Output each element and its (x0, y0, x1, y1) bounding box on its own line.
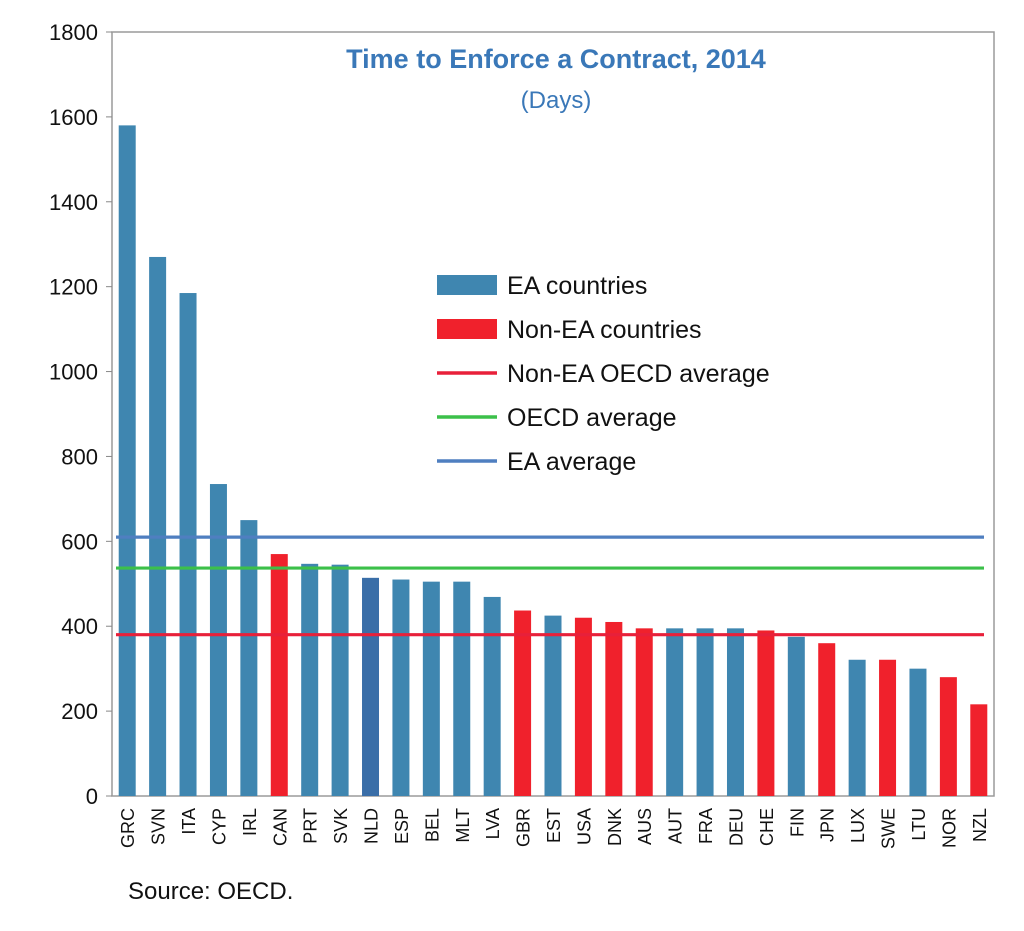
bar-fra (696, 628, 714, 796)
x-tick-label: GRC (118, 808, 138, 848)
reference-lines (116, 535, 984, 637)
y-tick-label: 800 (61, 444, 98, 469)
bar-che (757, 630, 775, 796)
bar-dnk (605, 621, 623, 796)
x-tick-label: NLD (362, 808, 382, 844)
bar-ltu (909, 668, 927, 796)
x-tick-label: DNK (605, 808, 625, 846)
bar-ita (179, 293, 197, 796)
x-tick-label: DEU (726, 808, 746, 846)
y-tick-label: 1800 (49, 20, 98, 45)
bar-nor (939, 677, 957, 796)
x-tick-label: FRA (696, 808, 716, 844)
bar-aus (635, 628, 653, 796)
y-tick-label: 1400 (49, 190, 98, 215)
legend-label: Non-EA countries (507, 316, 702, 344)
y-tick-label: 0 (86, 784, 98, 809)
bar-swe (879, 659, 897, 796)
bars (118, 125, 988, 796)
bar-irl (240, 520, 258, 796)
x-tick-label: NOR (939, 808, 959, 848)
bar-lva (483, 596, 501, 796)
bar-deu (726, 628, 744, 796)
legend-label: EA average (507, 448, 636, 476)
x-tick-label: AUS (635, 808, 655, 845)
source-note: Source: OECD. (128, 878, 293, 905)
y-tick-label: 600 (61, 529, 98, 554)
legend-swatch-non-ea-countries (437, 319, 497, 339)
x-tick-label: NZL (970, 808, 990, 842)
y-tick-label: 400 (61, 614, 98, 639)
bar-esp (392, 579, 410, 796)
bar-gbr (514, 610, 532, 796)
bar-lux (848, 659, 866, 796)
legend-label: EA countries (507, 272, 647, 300)
legend-label: OECD average (507, 404, 677, 432)
bar-cyp (209, 484, 227, 796)
bar-grc (118, 125, 136, 796)
x-tick-label: JPN (818, 808, 838, 842)
chart-title: Time to Enforce a Contract, 2014 (346, 44, 766, 74)
y-tick-label: 1600 (49, 105, 98, 130)
bar-usa (574, 617, 592, 796)
legend-label: Non-EA OECD average (507, 360, 770, 388)
x-tick-label: BEL (422, 808, 442, 842)
x-tick-label: CAN (270, 808, 290, 846)
y-tick-label: 1200 (49, 275, 98, 300)
x-tick-label: SVN (149, 808, 169, 845)
x-tick-label: LUX (848, 808, 868, 843)
x-tick-label: AUT (666, 808, 686, 844)
x-axis-ticks: GRC SVN ITA CYP IRL CAN PRT SVK NLD ESP BEL MLT LVA G… (118, 808, 990, 849)
x-tick-label: ITA (179, 808, 199, 835)
legend-swatch-ea-countries (437, 275, 497, 295)
bar-prt (301, 563, 319, 796)
x-tick-label: LVA (483, 808, 503, 839)
bar-svn (149, 256, 167, 796)
x-tick-label: ESP (392, 808, 412, 844)
x-tick-label: IRL (240, 808, 260, 836)
bar-svk (331, 564, 349, 796)
legend: EA countries Non-EA countries Non-EA OECD … (437, 272, 770, 476)
bar-fin (787, 636, 805, 796)
bar-can (270, 554, 288, 796)
x-tick-label: GBR (514, 808, 534, 847)
y-tick-label: 1000 (49, 360, 98, 385)
x-tick-label: MLT (453, 808, 473, 843)
x-tick-label: EST (544, 808, 564, 843)
bar-nld (362, 577, 380, 796)
bar-nzl (970, 704, 988, 796)
x-tick-label: SVK (331, 808, 351, 844)
y-tick-label: 200 (61, 699, 98, 724)
x-tick-label: SWE (879, 808, 899, 849)
bar-aut (666, 628, 684, 796)
x-tick-label: FIN (787, 808, 807, 837)
bar-bel (422, 581, 440, 796)
x-tick-label: USA (574, 808, 594, 845)
x-tick-label: CYP (209, 808, 229, 845)
bar-jpn (818, 643, 836, 796)
y-axis-ticks: 0 200 400 600 800 1000 1200 1400 1600 1800 (49, 20, 112, 809)
x-tick-label: PRT (301, 808, 321, 844)
x-tick-label: LTU (909, 808, 929, 841)
x-tick-label: CHE (757, 808, 777, 846)
bar-est (544, 615, 562, 796)
bar-mlt (453, 581, 471, 796)
chart-subtitle: (Days) (521, 87, 592, 114)
